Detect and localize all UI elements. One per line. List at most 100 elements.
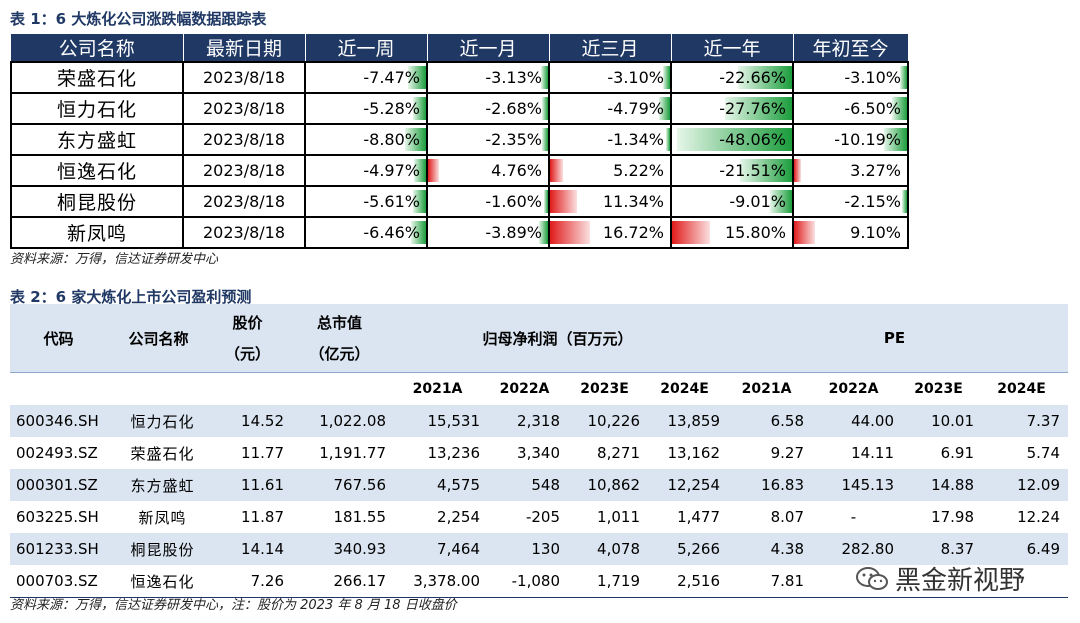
pe-2021a: 8.07 (770, 508, 805, 526)
change-cell: -48.06% (670, 123, 794, 156)
profit-2022a: 3,340 (517, 444, 560, 462)
profit-2023e: 10,862 (568, 469, 648, 501)
change-cell: 16.72% (548, 216, 672, 249)
header-price-unit: （元） (224, 345, 270, 363)
positive-bar (794, 221, 815, 244)
header-mktcap-unit: （亿元） (309, 345, 370, 363)
profit-2022a: -1,080 (488, 565, 568, 598)
change-value: -2.35% (485, 130, 542, 149)
change-cell: -1.60% (426, 185, 550, 218)
year-label: 2023E (902, 372, 983, 405)
change-value: 4.76% (491, 161, 542, 180)
stock-code: 601233.SH (10, 533, 114, 565)
positive-bar (550, 221, 591, 244)
change-cell: -7.47% (304, 61, 428, 94)
pe-2022a: 282.80 (812, 533, 903, 565)
header-ytd: 年初至今 (793, 34, 909, 62)
change-value: -2.68% (485, 99, 542, 118)
positive-bar (550, 159, 563, 182)
change-cell: -4.97% (304, 154, 428, 187)
profit-2023e: 4,078 (568, 533, 648, 565)
change-value: 3.27% (850, 161, 901, 180)
forecast-row: 002493.SZ 荣盛石化 11.77 1,191.77 13,236 3,340 8,2… (10, 437, 1068, 469)
header-profit-group: 归母净利润（百万元） (394, 304, 729, 373)
company-name: 恒逸石化 (10, 154, 184, 187)
stock-code: 000301.SZ (10, 469, 114, 501)
pe-2021a: 16.83 (728, 469, 813, 501)
change-value: 9.10% (850, 223, 901, 242)
profit-2024e: 12,254 (648, 469, 729, 501)
header-company: 公司名称 (114, 304, 210, 373)
change-value: -22.66% (719, 68, 786, 87)
change-value: -5.61% (363, 192, 420, 211)
negative-bar (662, 66, 670, 89)
pe-2021a: 6.58 (728, 405, 813, 437)
negative-bar (883, 128, 907, 151)
stock-code: 600346.SH (10, 405, 114, 437)
company-name: 桐昆股份 (114, 533, 210, 565)
negative-bar (658, 97, 670, 120)
header-date: 最新日期 (183, 34, 306, 62)
watermark: 黑金新视野 (855, 560, 1025, 597)
change-value: -5.28% (363, 99, 420, 118)
pe-2024e (982, 565, 1069, 598)
profit-2024e: 13,162 (667, 444, 721, 462)
share-price: 7.26 (210, 565, 292, 598)
change-cell: -27.76% (670, 92, 794, 125)
change-value: -6.50% (844, 99, 901, 118)
negative-bar (541, 97, 548, 120)
negative-bar (770, 190, 792, 213)
pe-2024e: 6.49 (982, 533, 1069, 565)
change-cell: 3.27% (792, 154, 909, 187)
profit-2021a: 4,575 (394, 469, 488, 501)
pe-2023e: 10.01 (902, 405, 983, 437)
negative-bar (414, 159, 426, 182)
negative-bar (902, 190, 907, 213)
change-cell: -2.15% (792, 185, 909, 218)
company-name: 桐昆股份 (10, 185, 184, 218)
year-label: 2021A (394, 372, 488, 405)
change-value: -1.60% (485, 192, 542, 211)
profit-2021a: 15,531 (394, 405, 488, 437)
company-name: 荣盛石化 (130, 444, 195, 463)
pe-2022a: - (850, 508, 857, 526)
header-year: 近一年 (671, 34, 794, 62)
change-cell: -6.46% (304, 216, 428, 249)
year-label: 2022A (812, 372, 903, 405)
forecast-row: 601233.SH 桐昆股份 14.14 340.93 7,464 130 4,078 5,2… (10, 533, 1069, 565)
latest-date: 2023/8/18 (182, 92, 306, 125)
wechat-icon (856, 566, 888, 590)
company-name: 恒逸石化 (114, 565, 210, 598)
profit-2021a: 2,254 (437, 508, 480, 526)
company-name: 恒力石化 (10, 92, 184, 125)
negative-bar (737, 66, 792, 89)
pe-2021a: 7.81 (728, 565, 813, 598)
pe-2022a: 145.13 (812, 469, 903, 501)
share-price: 11.77 (241, 444, 284, 462)
change-value: -27.76% (719, 99, 786, 118)
negative-bar (892, 97, 907, 120)
change-cell: -10.19% (792, 123, 909, 156)
negative-bar (540, 66, 548, 89)
change-cell: -1.34% (548, 123, 672, 156)
change-cell: 5.22% (548, 154, 672, 187)
positive-bar (550, 190, 578, 213)
change-cell: 4.76% (426, 154, 550, 187)
company-name: 新凤鸣 (138, 508, 187, 527)
header-pe-group: PE (728, 304, 1069, 373)
change-cell: -5.28% (304, 92, 428, 125)
profit-2021a: 13,236 (427, 444, 481, 462)
pe-2023e: 17.98 (931, 508, 975, 526)
profit-2023e: 10,226 (568, 405, 648, 437)
performance-row: 东方盛虹 2023/8/18 -8.80% -2.35% -1.34% -48.06% -1… (10, 123, 909, 156)
latest-date: 2023/8/18 (182, 185, 306, 218)
share-price: 11.61 (210, 469, 292, 501)
profit-2023e: 1,011 (597, 508, 640, 526)
forecast-row: 603225.SH 新凤鸣 11.87 181.55 2,254 -205 1,011 1,4… (10, 501, 1068, 533)
table1-caption: 表 1：6 大炼化公司涨跌幅数据跟踪表 (10, 10, 267, 28)
performance-row: 新凤鸣 2023/8/18 -6.46% -3.89% 16.72% 15.80% 9.10… (10, 216, 909, 249)
profit-2022a: -205 (525, 508, 560, 526)
change-value: -4.79% (607, 99, 664, 118)
pe-2021a: 9.27 (770, 444, 805, 462)
year-label: 2021A (728, 372, 813, 405)
